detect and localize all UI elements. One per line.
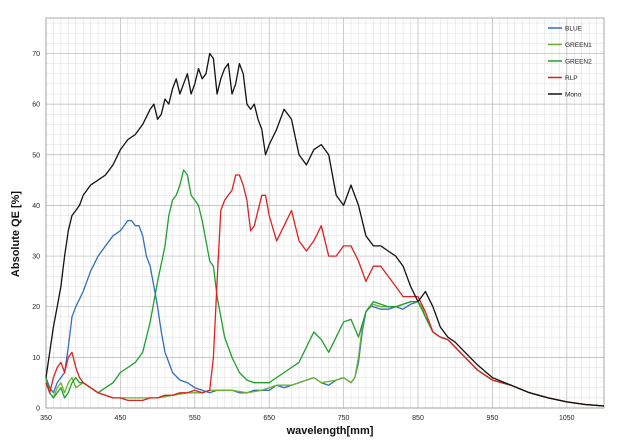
series-line-mono xyxy=(45,52,605,407)
x-tick-label: 750 xyxy=(338,415,350,422)
x-axis-title: wavelength[mm] xyxy=(286,425,374,437)
y-tick-label: 10 xyxy=(32,355,40,362)
x-tick-label: 350 xyxy=(40,415,52,422)
x-tick-label: 450 xyxy=(115,415,127,422)
y-tick-label: 50 xyxy=(32,152,40,159)
y-tick-label: 70 xyxy=(32,51,40,58)
y-axis-ticks: 0 10 20 30 40 50 60 70 xyxy=(32,51,40,413)
y-tick-label: 40 xyxy=(32,203,40,210)
legend-label: GREEN2 xyxy=(565,58,592,65)
plot-frame xyxy=(45,17,605,409)
y-tick-label: 30 xyxy=(32,254,40,261)
grid xyxy=(45,18,605,409)
x-tick-label: 550 xyxy=(189,415,201,422)
y-tick-label: 60 xyxy=(32,102,40,109)
series-lines xyxy=(45,52,605,407)
legend: BLUE GREEN1 GREEN2 RLP Mono xyxy=(548,25,592,98)
x-tick-label: 650 xyxy=(263,415,275,422)
x-tick-label: 850 xyxy=(412,415,424,422)
legend-label: GREEN1 xyxy=(565,42,592,49)
x-tick-label: 1050 xyxy=(559,415,575,422)
y-tick-label: 20 xyxy=(32,304,40,311)
series-line-rlp xyxy=(45,174,605,407)
series-line-green1 xyxy=(45,300,605,407)
legend-label: BLUE xyxy=(565,25,583,32)
legend-label: Mono xyxy=(565,91,582,98)
legend-label: RLP xyxy=(565,75,578,82)
x-tick-label: 950 xyxy=(487,415,499,422)
y-tick-label: 0 xyxy=(36,406,40,413)
x-axis-ticks: 350 450 550 650 750 850 950 1050 xyxy=(40,415,575,422)
series-line-blue xyxy=(45,219,605,407)
y-axis-title: Absolute QE [%] xyxy=(10,191,22,278)
